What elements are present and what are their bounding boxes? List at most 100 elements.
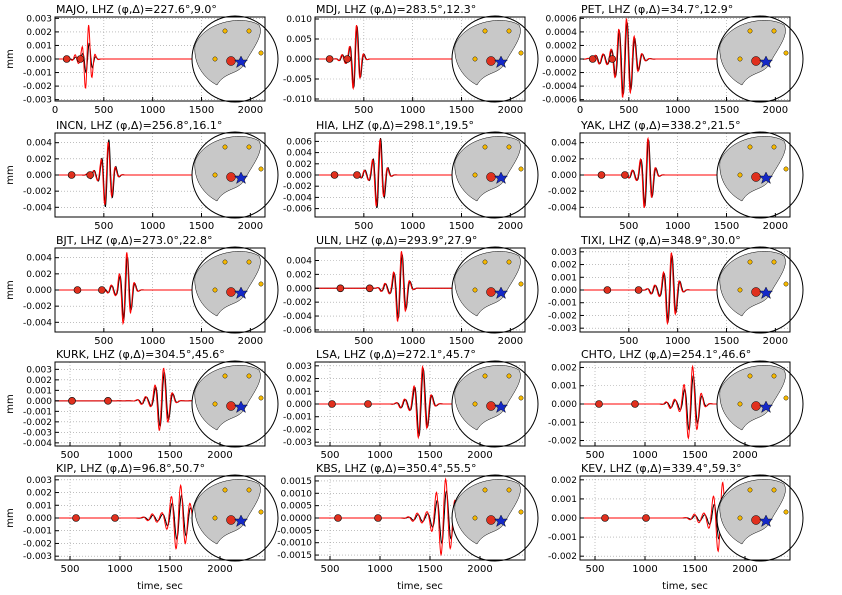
station-dot (747, 487, 753, 493)
y-tick-label: 0.001 (551, 495, 577, 505)
window-marker (104, 397, 112, 405)
y-tick-label: 0.004 (286, 149, 312, 159)
epicenter-star (233, 514, 249, 527)
x-tick-label: 500 (585, 564, 604, 575)
station-dot (737, 172, 743, 178)
y-tick-label: 0.002 (551, 476, 577, 486)
epicenter-star (758, 171, 774, 184)
y-tick-label: 0.002 (26, 270, 52, 280)
land-mass (454, 365, 521, 431)
subplot-title: MAJO, LHZ (φ,Δ)=227.6°,9.0° (56, 3, 217, 16)
station-dot (747, 28, 753, 34)
x-tick-label: 2000 (238, 105, 263, 116)
epicenter-star (233, 55, 249, 68)
y-tick-label: -0.004 (23, 318, 52, 328)
y-tick-label: 0.002 (551, 363, 577, 373)
y-tick-label: 0.004 (26, 254, 52, 264)
y-tick-label: -0.005 (283, 75, 312, 85)
y-tick-label: -0.0010 (277, 539, 312, 549)
y-tick-label: -0.001 (23, 69, 52, 79)
station-marker (486, 515, 496, 525)
y-tick-label: -0.004 (23, 203, 52, 213)
station-dot (518, 166, 524, 172)
y-tick-label: -0.004 (283, 193, 312, 203)
x-tick-label: 2000 (498, 336, 523, 347)
station-marker (226, 56, 236, 66)
station-marker (226, 287, 236, 297)
x-tick-label: 2000 (732, 564, 757, 575)
window-marker (608, 55, 617, 63)
y-tick-label: 0.000 (551, 286, 577, 296)
y-tick-label: -0.002 (548, 437, 577, 447)
x-tick-label: 500 (94, 221, 113, 232)
land-mass (719, 20, 786, 86)
station-dot (737, 515, 743, 521)
y-tick-label: -0.0005 (277, 526, 312, 536)
y-tick-label: 0.000 (286, 400, 312, 410)
window-marker (621, 171, 629, 179)
y-tick-label: 0.003 (26, 476, 52, 486)
y-tick-label: 0.0005 (281, 502, 313, 512)
window-marker (330, 171, 339, 179)
y-tick-label: -0.002 (23, 418, 52, 428)
y-tick-label: 0.000 (26, 514, 52, 524)
y-tick-label: -0.002 (548, 552, 577, 562)
window-marker (603, 286, 612, 294)
x-tick-label: 1000 (632, 450, 657, 461)
x-axis-label: time, sec (662, 581, 708, 592)
station-dot (506, 487, 512, 493)
station-marker (751, 172, 761, 182)
y-tick-label: -0.001 (548, 418, 577, 428)
x-tick-label: 1500 (714, 105, 739, 116)
station-dot (222, 28, 228, 34)
station-dot (212, 401, 218, 407)
window-marker (72, 514, 80, 522)
station-dot (246, 487, 252, 493)
y-tick-label: -0.003 (23, 96, 52, 106)
x-tick-label: 500 (619, 221, 638, 232)
land-mass (719, 479, 786, 545)
x-tick-label: 2000 (207, 564, 232, 575)
station-marker (751, 401, 761, 411)
station-dot (472, 515, 478, 521)
subplot-title: KIP, LHZ (φ,Δ)=96.8°,50.7° (56, 462, 205, 475)
subplot-incn: 500 1000 1500 2000 0.004 0.002 0.000 -0.002 -0.0… (23, 119, 279, 232)
station-dot (506, 144, 512, 150)
x-tick-label: 2000 (498, 105, 523, 116)
y-tick-label: -0.001 (23, 407, 52, 417)
land-mass (194, 20, 261, 86)
station-marker (751, 56, 761, 66)
x-tick-label: 2000 (467, 564, 492, 575)
x-tick-label: 1000 (400, 221, 425, 232)
x-tick-label: 500 (585, 450, 604, 461)
y-tick-label: -0.0006 (542, 96, 577, 106)
station-dot (518, 395, 524, 401)
y-tick-label: 0.000 (551, 171, 577, 181)
epicenter-star (758, 400, 774, 413)
station-dot (482, 487, 488, 493)
subplot-kurk: 500 1000 1500 20000.0030.0020.0010.000-0.00… (23, 348, 279, 461)
station-dot (482, 144, 488, 150)
station-dot (506, 259, 512, 265)
subplot-title: KURK, LHZ (φ,Δ)=304.5°,45.6° (56, 348, 225, 361)
y-tick-label: 0.0015 (281, 477, 313, 487)
x-axis-label: time, sec (397, 581, 443, 592)
window-marker (588, 55, 597, 63)
y-tick-label: -0.002 (548, 187, 577, 197)
station-dot (212, 56, 218, 62)
y-tick-label: 0.000 (26, 397, 52, 407)
subplot-yak: 500 1000 1500 2000 0.004 0.002 0.000 -0.002 -0.0… (548, 119, 804, 232)
y-tick-label: 0.002 (26, 489, 52, 499)
window-marker (328, 400, 336, 408)
y-tick-label: -0.002 (23, 539, 52, 549)
station-dot (771, 259, 777, 265)
station-dot (783, 50, 789, 56)
subplot-title: YAK, LHZ (φ,Δ)=338.2°,21.5° (580, 119, 741, 132)
station-dot (246, 144, 252, 150)
station-dot (246, 259, 252, 265)
x-tick-label: 1500 (417, 564, 442, 575)
x-axis-label: time, sec (137, 581, 183, 592)
window-marker (111, 514, 119, 522)
station-dot (747, 144, 753, 150)
land-mass (194, 251, 261, 317)
